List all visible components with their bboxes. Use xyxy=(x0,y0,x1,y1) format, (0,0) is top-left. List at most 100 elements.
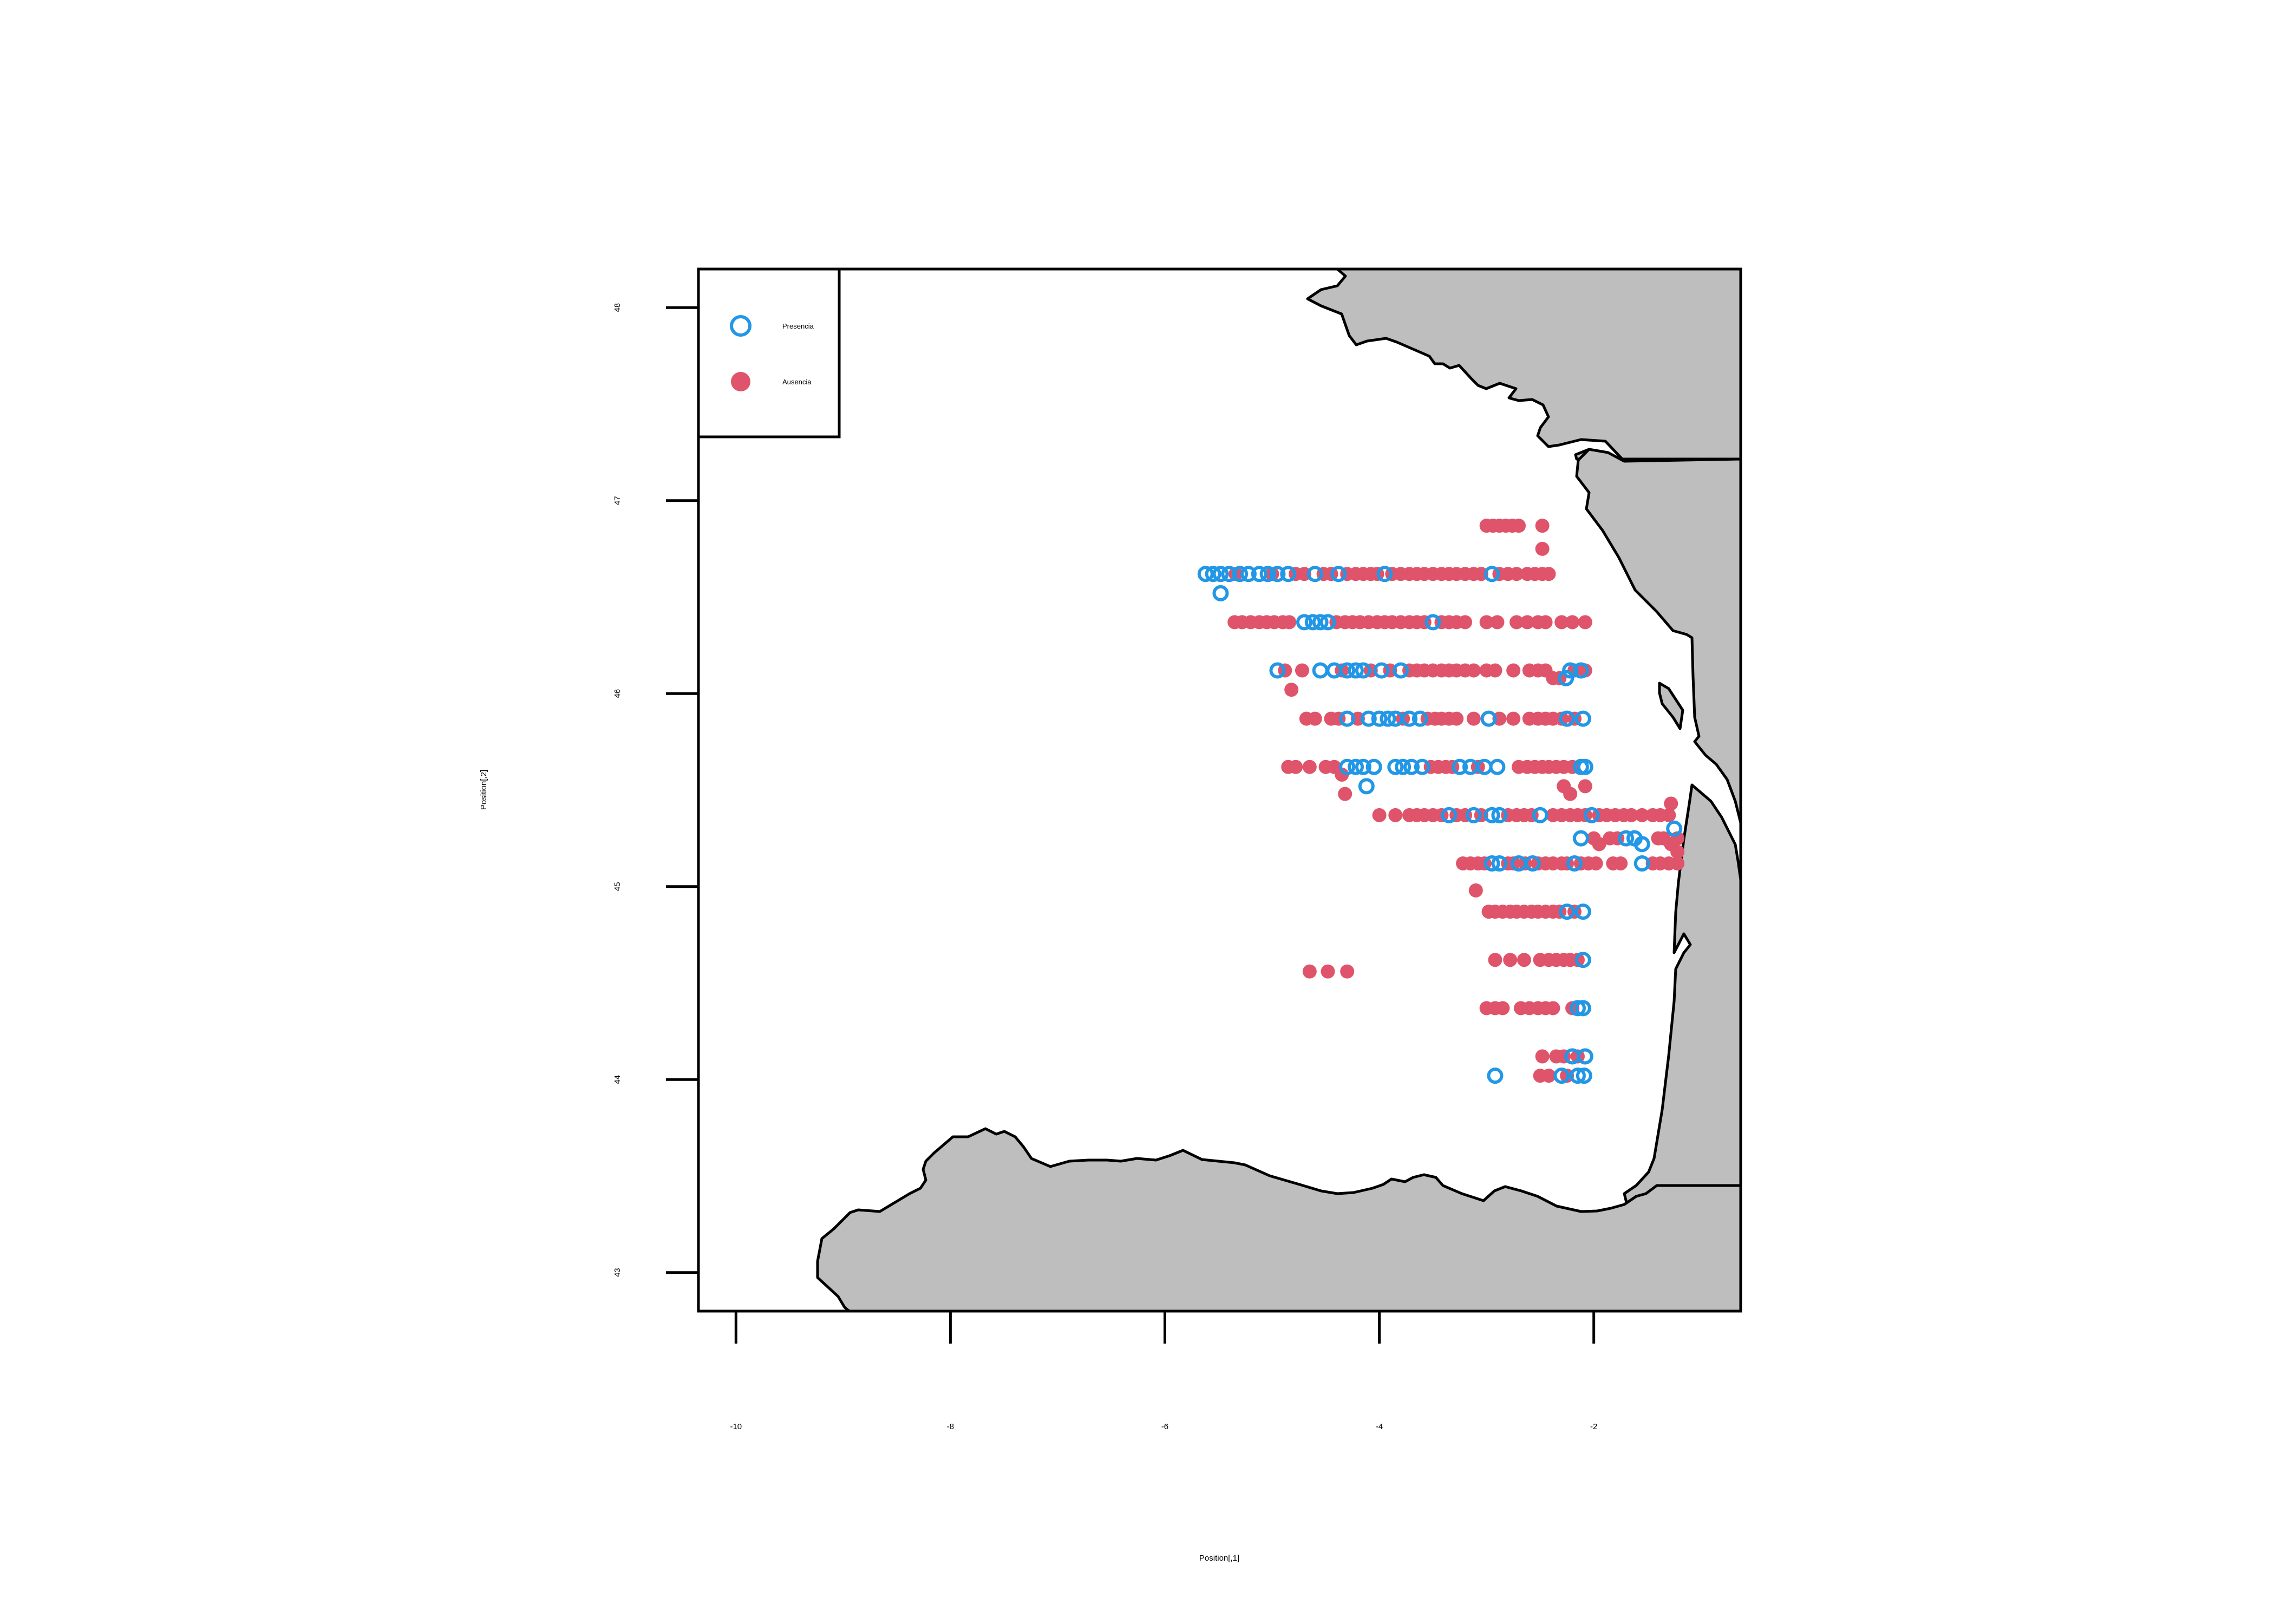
point-presencia xyxy=(1484,807,1500,823)
point-presencia xyxy=(1395,758,1412,775)
point-presencia xyxy=(1569,1000,1586,1017)
x-axis-title: Position[,1] xyxy=(1199,1554,1239,1563)
point-ausencia xyxy=(1554,615,1569,630)
legend: Presencia Ausencia xyxy=(697,267,841,438)
point-presencia xyxy=(1633,855,1650,872)
point-ausencia xyxy=(1578,615,1592,630)
point-presencia xyxy=(1465,807,1482,823)
point-presencia xyxy=(1348,758,1364,775)
point-presencia xyxy=(1330,566,1347,582)
point-presencia xyxy=(1380,710,1396,727)
point-presencia xyxy=(1574,1000,1591,1017)
point-presencia xyxy=(1358,778,1375,795)
point-ausencia xyxy=(1338,787,1352,801)
point-presencia xyxy=(1576,1068,1592,1084)
x-tick-label: -8 xyxy=(947,1422,954,1431)
point-ausencia xyxy=(1295,663,1309,678)
point-ausencia xyxy=(1510,615,1524,630)
x-tick-label: -6 xyxy=(1161,1422,1168,1431)
point-presencia xyxy=(1553,1068,1570,1084)
y-tick-label: 48 xyxy=(613,303,622,312)
y-tick-label: 46 xyxy=(613,689,622,698)
point-presencia xyxy=(1387,758,1404,775)
point-presencia xyxy=(1205,566,1221,582)
point-presencia xyxy=(1566,855,1583,872)
point-presencia xyxy=(1484,566,1500,582)
point-presencia xyxy=(1212,585,1229,601)
point-ausencia xyxy=(1589,856,1603,870)
point-presencia xyxy=(1221,566,1238,582)
point-ausencia xyxy=(1340,964,1355,979)
point-presencia xyxy=(1312,662,1329,679)
point-ausencia xyxy=(1503,953,1518,967)
point-presencia xyxy=(1240,566,1257,582)
point-presencia xyxy=(1371,710,1388,727)
point-ausencia xyxy=(1662,808,1676,822)
legend-label-presencia: Presencia xyxy=(782,322,814,330)
point-presencia xyxy=(1280,566,1297,582)
point-ausencia xyxy=(1372,808,1387,822)
y-axis: 43 44 45 46 47 48 xyxy=(613,303,698,1277)
point-presencia xyxy=(1355,758,1371,775)
point-presencia xyxy=(1339,758,1356,775)
point-ausencia xyxy=(1468,883,1483,898)
point-ausencia xyxy=(1563,787,1578,801)
point-ausencia xyxy=(1495,1001,1510,1016)
point-ausencia xyxy=(1541,567,1556,581)
point-ausencia xyxy=(1289,759,1303,774)
point-presencia xyxy=(1484,855,1500,872)
point-ausencia xyxy=(1546,1001,1560,1016)
point-presencia xyxy=(1403,758,1420,775)
point-presencia xyxy=(1355,662,1371,679)
point-ausencia xyxy=(1538,615,1553,630)
point-presencia xyxy=(1666,820,1683,837)
x-tick-label: -2 xyxy=(1590,1422,1597,1431)
x-axis: -10 -8 -6 -4 -2 xyxy=(730,1311,1597,1431)
point-ausencia xyxy=(1578,663,1592,678)
point-ausencia xyxy=(1282,615,1297,630)
land-ile-oleron xyxy=(1658,682,1684,730)
point-presencia xyxy=(1319,614,1336,631)
point-ausencia xyxy=(1670,844,1685,859)
y-tick-label: 47 xyxy=(613,496,622,505)
point-ausencia xyxy=(1479,615,1494,630)
point-presencia xyxy=(1572,830,1589,847)
land-france-aquitaine xyxy=(1575,448,1741,824)
point-presencia xyxy=(1577,758,1593,775)
point-presencia xyxy=(1401,710,1418,727)
point-ausencia xyxy=(1302,759,1317,774)
point-presencia xyxy=(1197,566,1214,582)
point-ausencia xyxy=(1449,711,1464,726)
point-presencia xyxy=(1489,758,1506,775)
point-ausencia xyxy=(1302,964,1317,979)
point-ausencia xyxy=(1466,711,1481,726)
point-presencia xyxy=(1424,614,1441,631)
point-presencia xyxy=(1412,710,1428,727)
point-ausencia xyxy=(1578,779,1592,794)
point-presencia xyxy=(1259,566,1276,582)
point-presencia xyxy=(1491,855,1508,872)
point-presencia xyxy=(1487,1068,1504,1084)
point-presencia xyxy=(1360,710,1377,727)
point-presencia xyxy=(1373,662,1390,679)
point-presencia xyxy=(1441,807,1458,823)
point-presencia xyxy=(1452,758,1468,775)
point-presencia xyxy=(1304,614,1321,631)
point-ausencia xyxy=(1458,615,1473,630)
point-presencia xyxy=(1393,662,1409,679)
point-presencia xyxy=(1269,662,1286,679)
point-presencia xyxy=(1251,566,1267,582)
point-presencia xyxy=(1524,855,1541,872)
point-ausencia xyxy=(1520,615,1534,630)
point-presencia xyxy=(1618,830,1635,847)
x-tick-label: -4 xyxy=(1376,1422,1383,1431)
point-presencia xyxy=(1339,662,1356,679)
point-presencia xyxy=(1306,566,1323,582)
point-ausencia xyxy=(1624,808,1638,822)
y-tick-label: 45 xyxy=(613,882,622,891)
point-ausencia xyxy=(1488,663,1502,678)
y-tick-label: 43 xyxy=(613,1268,622,1277)
point-presencia xyxy=(1376,566,1393,582)
point-presencia xyxy=(1532,807,1548,823)
series-ausencia xyxy=(1227,519,1685,1083)
